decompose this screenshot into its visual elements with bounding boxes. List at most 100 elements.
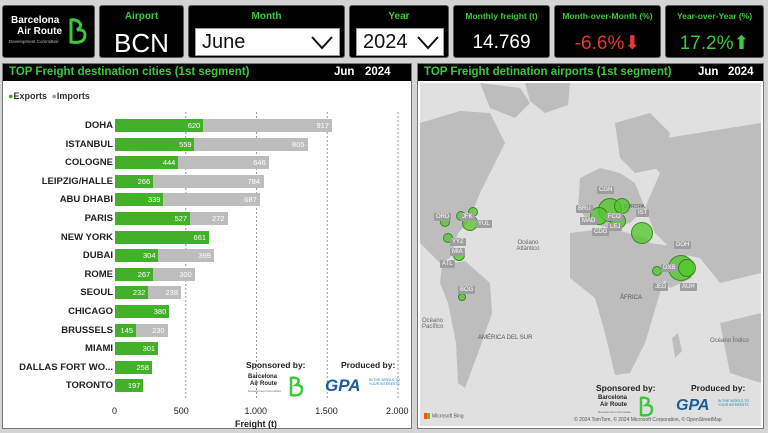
bar-exports[interactable] <box>115 323 136 337</box>
bar-exports[interactable] <box>115 156 178 170</box>
year-select[interactable]: 2024 <box>356 28 444 56</box>
bar-exports-value: 266 <box>137 176 151 186</box>
arrow-down-icon: ⬇ <box>624 33 641 54</box>
marker-mia[interactable]: MIA <box>450 248 465 256</box>
cities-panel-month: Jun <box>334 66 355 78</box>
bar-exports[interactable] <box>115 286 148 300</box>
kpi-yoy-value: 17.2% <box>679 33 734 54</box>
kpi-yoy-card: Year-over-Year (%) 17.2%⬆ <box>665 5 764 58</box>
x-tick-label: 1.000 <box>244 406 268 416</box>
legend-exports-dot: ● <box>8 91 14 101</box>
kpi-monthly-label: Monthly freight (t) <box>465 11 538 21</box>
bing-label: Microsoft Bing <box>432 413 464 420</box>
bar-imports[interactable] <box>135 323 169 337</box>
marker-lej[interactable]: LEJ <box>608 223 623 231</box>
label-africa: ÁFRICA <box>620 295 643 301</box>
city-label: TORONTO <box>65 380 113 392</box>
marker-yyz[interactable]: YYZ <box>450 238 466 246</box>
brand-b-icon <box>639 396 654 417</box>
bar-exports[interactable] <box>115 137 195 151</box>
bar-exports[interactable] <box>115 342 158 356</box>
cities-panel-title: TOP Freight destination cities (1st segm… <box>9 66 250 78</box>
marker-dxb[interactable]: DXB <box>661 264 678 272</box>
bar-imports[interactable] <box>152 174 264 188</box>
bar-imports[interactable] <box>152 267 196 281</box>
marker-cdg[interactable]: CDG <box>592 228 610 236</box>
right-sponsored-label: Sponsored by: <box>596 383 656 393</box>
city-label: BRUSSELS <box>61 324 113 336</box>
bing-logo: Microsoft Bing <box>424 413 464 419</box>
bar-exports[interactable] <box>115 360 152 374</box>
world-map[interactable]: Océano Atlántico Océano Pacífico Océano … <box>420 83 761 426</box>
cities-panel-header: TOP Freight destination cities (1st segm… <box>3 64 411 81</box>
bubble-ist[interactable] <box>631 222 653 244</box>
city-label: PARIS <box>84 213 113 224</box>
bar-exports[interactable] <box>115 212 190 225</box>
month-select[interactable]: June <box>195 28 340 56</box>
marker-bru[interactable]: BRU <box>576 205 593 213</box>
airports-panel: TOP Freight detination airports (1st seg… <box>417 63 764 429</box>
bar-imports[interactable] <box>158 249 215 263</box>
bar-exports[interactable] <box>115 305 169 318</box>
arrow-up-icon: ⬆ <box>733 33 750 54</box>
marker-ist[interactable]: IST <box>636 209 650 217</box>
marker-fco[interactable]: FCO <box>606 213 623 221</box>
city-label: CHICAGO <box>68 306 113 317</box>
x-tick-label: 0 <box>112 406 118 416</box>
bubble-dxb[interactable] <box>678 259 696 277</box>
marker-cgn[interactable]: CGN <box>597 186 615 194</box>
marker-jfk[interactable]: JFK <box>460 213 475 221</box>
legend-imports[interactable]: Imports <box>56 91 90 101</box>
bar-imports[interactable] <box>194 137 308 151</box>
bar-exports-value: 527 <box>174 214 188 223</box>
bar-exports[interactable] <box>115 174 153 188</box>
airport-value: BCN <box>114 28 169 58</box>
marker-ord[interactable]: ORD <box>434 213 452 221</box>
bar-exports[interactable] <box>115 193 163 207</box>
marker-jed[interactable]: JED <box>653 283 669 291</box>
marker-atl[interactable]: ATL <box>440 260 455 268</box>
bar-imports[interactable] <box>147 286 182 300</box>
brand-line1: Barcelona <box>11 15 60 26</box>
bar-exports-value: 267 <box>137 269 151 279</box>
year-card: Year 2024 <box>349 5 449 58</box>
marker-yul[interactable]: YUL <box>476 220 492 228</box>
cities-panel: TOP Freight destination cities (1st segm… <box>2 63 412 429</box>
marker-doh[interactable]: DOH <box>674 241 692 249</box>
bubble-lej[interactable] <box>614 198 630 214</box>
bar-imports-value: 917 <box>316 121 329 130</box>
city-label: ROME <box>84 268 114 280</box>
bar-imports-value: 784 <box>247 176 261 186</box>
map-attribution[interactable]: © 2024 TomTom, © 2024 Microsoft Corporat… <box>574 417 722 423</box>
year-label: Year <box>388 11 410 22</box>
bar-exports[interactable] <box>115 267 153 281</box>
month-value: June <box>202 31 246 53</box>
bar-imports[interactable] <box>189 212 229 225</box>
legend-exports[interactable]: Exports <box>13 91 47 101</box>
marker-bog[interactable]: BOG <box>458 286 476 294</box>
bubble-bog[interactable] <box>458 293 466 301</box>
city-label: SEOUL <box>80 287 113 299</box>
kpi-mom-card: Month-over-Month (%) -6.6%⬇ <box>554 5 661 58</box>
right-gpa-subtext: IN THE WORLD TO YOUR INTERESTS <box>718 399 750 407</box>
bar-exports[interactable] <box>115 119 203 132</box>
label-oceano-indico: Océano Índico <box>710 338 749 344</box>
label-oceano-atlantico: Océano Atlántico <box>516 240 540 252</box>
bar-imports[interactable] <box>177 156 270 170</box>
kpi-monthly-card: Monthly freight (t) 14.769 <box>453 5 550 58</box>
cities-panel-year: 2024 <box>365 66 391 78</box>
right-gpa-logo: GPA IN THE WORLD TO YOUR INTERESTS <box>676 397 758 419</box>
marker-auh[interactable]: AUH <box>680 283 697 291</box>
bar-exports-value: 197 <box>127 381 141 391</box>
bar-exports-value: 444 <box>162 158 176 168</box>
marker-mad[interactable]: MAD <box>580 217 598 225</box>
city-label: ISTANBUL <box>65 138 113 150</box>
bar-exports[interactable] <box>115 249 159 263</box>
bar-imports[interactable] <box>202 119 333 132</box>
bar-exports[interactable] <box>115 379 143 393</box>
chart-legend: ●Exports ●Imports <box>8 91 90 101</box>
bar-imports-value: 399 <box>198 251 211 261</box>
bar-imports[interactable] <box>162 193 261 207</box>
airport-label: Airport <box>124 11 159 22</box>
bar-exports[interactable] <box>115 230 209 244</box>
